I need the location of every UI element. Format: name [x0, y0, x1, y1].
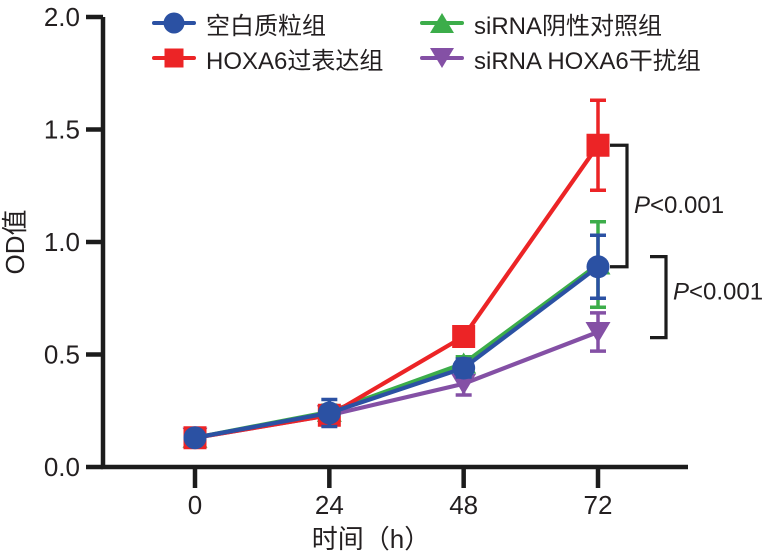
significance-bracket [650, 255, 668, 340]
data-point [183, 426, 207, 450]
legend-label: siRNA阴性对照组 [474, 12, 663, 40]
legend-label: 空白质粒组 [206, 12, 326, 40]
legend-item-blank-plasmid: 空白质粒组 [152, 9, 420, 40]
x-tick-label: 0 [188, 490, 202, 520]
data-point [585, 322, 611, 343]
series-2 [182, 220, 611, 448]
series-line [194, 144, 600, 440]
x-axis-label: 时间（h） [312, 524, 430, 554]
y-tick-label: 1.5 [44, 115, 80, 145]
significance-bracket [610, 143, 629, 269]
data-point [451, 373, 477, 395]
series-1 [183, 98, 610, 450]
p-value-label: P<0.001 [673, 278, 763, 305]
x-tick-label: 48 [449, 490, 478, 520]
legend: 空白质粒组 siRNA阴性对照组 HOXA6过表达组 siRNA HOXA6干扰… [152, 9, 701, 75]
legend-label: HOXA6过表达组 [206, 47, 384, 75]
series-line [194, 262, 600, 440]
data-point [586, 133, 610, 157]
data-point [586, 255, 610, 279]
y-tick-label: 0.5 [44, 340, 80, 370]
series-line [194, 265, 600, 440]
series-line [194, 330, 599, 440]
triangle-down-marker-icon [420, 45, 464, 71]
y-axis-label: OD值 [0, 209, 30, 274]
circle-marker-icon [152, 10, 196, 36]
triangle-up-marker-icon [420, 10, 464, 36]
x-tick-label: 24 [315, 490, 344, 520]
series-0 [183, 233, 610, 450]
data-point [317, 401, 341, 425]
data-point [452, 325, 476, 348]
data-point [452, 356, 476, 380]
legend-item-hoxa6-overexpression: HOXA6过表达组 [152, 44, 420, 75]
p-value-label: P<0.001 [634, 191, 724, 218]
legend-item-sirna-negative-control: siRNA阴性对照组 [420, 9, 701, 40]
square-marker-icon [152, 45, 196, 71]
x-tick-label: 72 [584, 490, 613, 520]
legend-label: siRNA HOXA6干扰组 [474, 47, 701, 75]
legend-item-sirna-hoxa6-interference: siRNA HOXA6干扰组 [420, 44, 701, 75]
y-tick-label: 1.0 [44, 227, 80, 257]
y-tick-label: 2.0 [44, 2, 80, 32]
y-tick-label: 0.0 [44, 452, 80, 482]
